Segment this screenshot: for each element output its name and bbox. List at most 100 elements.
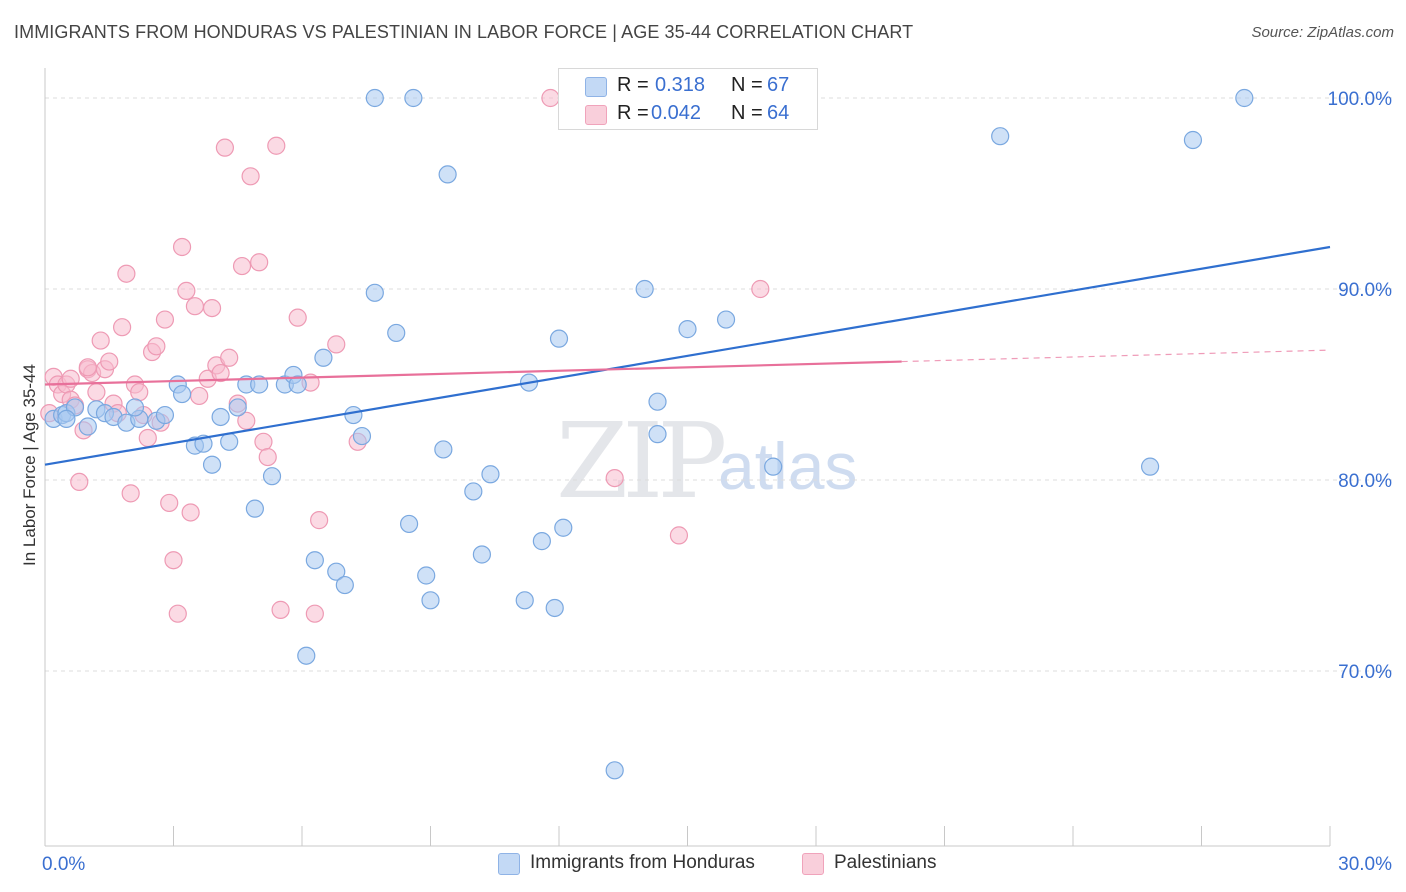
palestinian-point — [751, 279, 770, 299]
honduras-point — [417, 566, 436, 585]
palestinian-point — [190, 386, 209, 406]
honduras-point — [434, 440, 453, 459]
palestinian-point — [211, 363, 230, 383]
palestinian-point — [267, 136, 286, 155]
palestinian-point — [669, 526, 689, 545]
n-value: 67 — [767, 74, 790, 96]
honduras-point — [352, 426, 372, 446]
honduras-point — [314, 348, 333, 367]
palestinian-point — [91, 331, 110, 350]
series-legend: Immigrants from Honduras Palestinians — [0, 852, 1406, 878]
honduras-point — [635, 279, 654, 299]
honduras-point — [545, 598, 564, 618]
n-label: N = — [731, 102, 763, 124]
palestinian-trend-line — [44, 360, 902, 386]
honduras-point — [211, 407, 230, 427]
legend-row-palestinians: R = 0.042 N = 64 — [559, 100, 817, 128]
palestinian-point — [147, 337, 166, 356]
y-tick-label: 100.0% — [1328, 89, 1393, 110]
honduras-point — [344, 405, 363, 425]
honduras-point — [716, 310, 736, 329]
honduras-point — [57, 409, 76, 428]
honduras-point — [481, 465, 500, 484]
palestinian-point — [168, 604, 187, 623]
honduras-point — [532, 532, 551, 551]
honduras-point — [245, 499, 264, 518]
honduras-point — [1235, 88, 1254, 108]
chart-title: IMMIGRANTS FROM HONDURAS VS PALESTINIAN … — [14, 22, 914, 42]
honduras-point — [387, 323, 406, 343]
r-value: 0.318 — [655, 74, 706, 96]
trend-lines — [44, 245, 1331, 466]
honduras-point — [399, 514, 419, 534]
honduras-point — [335, 575, 354, 595]
palestinian-point — [177, 281, 196, 301]
honduras-point — [250, 375, 269, 394]
watermark-zip: ZIP — [556, 400, 727, 522]
palestinian-point — [271, 600, 290, 619]
watermark-atlas: atlas — [718, 429, 858, 503]
honduras-point — [764, 457, 783, 476]
r-value: 0.042 — [651, 102, 702, 124]
honduras-point — [305, 551, 324, 570]
honduras-point — [365, 283, 384, 302]
legend-swatch-honduras — [585, 77, 607, 97]
palestinian-point — [310, 511, 329, 530]
palestinian-point — [202, 299, 222, 318]
palestinian-point — [327, 335, 346, 354]
palestinian-point — [258, 447, 277, 467]
honduras-point — [404, 88, 423, 108]
honduras-point — [262, 467, 282, 486]
palestinian-point — [112, 318, 132, 337]
honduras-point — [1183, 130, 1203, 150]
honduras-point — [78, 417, 97, 436]
n-label: N = — [731, 74, 763, 96]
palestinian-point — [138, 428, 157, 448]
palestinian-trend-extension — [901, 349, 1331, 363]
x-tick-label: 30.0% — [1338, 854, 1392, 875]
y-tick-label: 90.0% — [1338, 280, 1392, 301]
legend-swatch-palestinians — [802, 853, 824, 875]
honduras-point — [438, 165, 457, 184]
legend-row-honduras: R = 0.318 N = 67 — [559, 72, 817, 100]
palestinian-point — [164, 551, 183, 570]
palestinian-point — [541, 88, 560, 108]
honduras-point — [515, 591, 534, 610]
palestinian-point — [254, 432, 273, 451]
palestinian-point — [78, 358, 97, 377]
honduras-trend-line — [44, 245, 1331, 466]
palestinian-point — [215, 138, 234, 157]
palestinian-point — [220, 348, 239, 367]
legend-swatch-palestinians — [585, 105, 607, 125]
palestinian-point — [117, 264, 136, 283]
source-credit: Source: ZipAtlas.com — [1251, 24, 1394, 41]
palestinian-point — [305, 604, 324, 623]
palestinian-point — [130, 383, 149, 402]
honduras-point — [421, 591, 440, 610]
palestinian-point — [288, 308, 307, 327]
axes — [44, 68, 1331, 847]
legend-swatch-honduras — [498, 853, 520, 875]
honduras-point — [648, 392, 667, 411]
palestinian-point — [70, 472, 89, 492]
palestinian-point — [121, 484, 140, 503]
honduras-point — [202, 455, 222, 474]
y-tick-label: 80.0% — [1338, 471, 1392, 492]
palestinian-point — [605, 468, 624, 488]
palestinian-point — [181, 503, 200, 522]
tick-labels: 100.0% 90.0% 80.0% 70.0% 0.0% 30.0% — [42, 89, 1392, 875]
palestinian-point — [160, 493, 179, 513]
r-label: R = — [617, 102, 649, 124]
correlation-legend: R = 0.318 N = 67 R = 0.042 N = 64 — [558, 68, 818, 130]
palestinian-point — [237, 411, 256, 430]
y-tick-label: 70.0% — [1338, 662, 1392, 683]
honduras-point — [605, 761, 624, 780]
legend-label-honduras: Immigrants from Honduras — [530, 852, 755, 873]
honduras-point — [464, 482, 483, 501]
honduras-point — [228, 398, 247, 417]
honduras-point — [297, 646, 316, 665]
palestinian-point — [172, 237, 192, 257]
honduras-point — [155, 405, 175, 425]
n-value: 64 — [767, 102, 790, 124]
